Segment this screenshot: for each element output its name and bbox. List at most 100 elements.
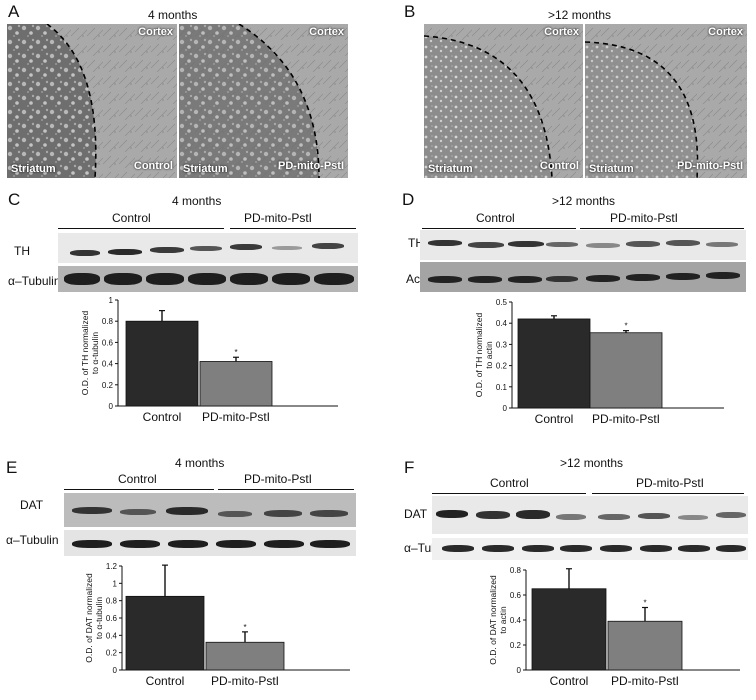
label-cortex: Cortex xyxy=(309,26,344,38)
blot-dat xyxy=(432,496,748,534)
label-condition: Control xyxy=(133,160,173,172)
bar-pd-mito-psti xyxy=(589,332,663,409)
significance-marker: * xyxy=(234,348,237,357)
bar-control xyxy=(125,595,205,671)
x-category-label: Control xyxy=(143,410,182,424)
y-tick-label: 0 xyxy=(109,402,114,411)
y-tick-label: 0.1 xyxy=(496,383,508,392)
panel-label-f: F xyxy=(404,458,415,477)
group-label-pd: PD-mito-PstI xyxy=(610,211,679,225)
row-label-dat: DAT xyxy=(404,507,428,521)
group-label-pd: PD-mito-PstI xyxy=(244,472,313,486)
group-line-pd xyxy=(230,228,356,229)
group-label-control: Control xyxy=(476,211,515,225)
panel-label-b: B xyxy=(404,2,416,21)
x-category-label: Control xyxy=(550,674,589,688)
panel-title-c: 4 months xyxy=(172,194,222,208)
blot-th xyxy=(420,230,746,260)
label-striatum: Striatum xyxy=(11,163,56,175)
bar-chart-c: 0 0.2 0.4 0.6 0.8 1 O.D. of TH normalizedto α-… xyxy=(80,296,338,424)
x-category-label: Control xyxy=(535,412,574,426)
bar-chart-d: 0 0.1 0.2 0.3 0.4 0.5O.D. of TH normalizedto … xyxy=(474,298,724,426)
label-cortex: Cortex xyxy=(138,26,173,38)
y-tick-label: 0.6 xyxy=(102,338,114,347)
bar-pd-mito-psti xyxy=(199,361,273,407)
y-tick-label: 0.6 xyxy=(510,591,522,600)
y-tick-label: 1 xyxy=(109,296,114,305)
group-label-pd: PD-mito-PstI xyxy=(636,476,705,490)
significance-marker: * xyxy=(243,623,246,632)
group-label-control: Control xyxy=(112,211,151,225)
bar-control xyxy=(531,588,607,671)
panel-label-c: C xyxy=(8,190,21,209)
group-line-pd xyxy=(580,228,744,229)
y-tick-label: 0.8 xyxy=(102,317,114,326)
panel-title-e: 4 months xyxy=(175,456,225,470)
y-tick-label: 0.3 xyxy=(496,340,508,349)
y-tick-label: 0.2 xyxy=(102,381,114,390)
micrograph-b-control: Cortex Striatum Control xyxy=(424,24,583,178)
y-tick-label: 0.5 xyxy=(496,298,508,307)
bar-control xyxy=(517,318,591,409)
label-striatum: Striatum xyxy=(428,163,473,175)
panel-title-f: >12 months xyxy=(560,456,624,470)
group-line-pd xyxy=(592,493,744,494)
y-tick-label: 0.2 xyxy=(510,641,522,650)
blot-tubulin xyxy=(64,530,356,556)
panel-label-d: D xyxy=(402,190,415,209)
row-label-dat: DAT xyxy=(20,498,44,512)
blot-actin xyxy=(420,262,746,292)
y-tick-label: 0.2 xyxy=(496,362,508,371)
x-category-label: PD-mito-PstI xyxy=(592,412,660,426)
y-tick-label: 1.2 xyxy=(106,562,118,571)
y-tick-label: 0 xyxy=(503,404,508,413)
y-tick-label: 0 xyxy=(517,666,522,675)
group-line-control xyxy=(432,493,586,494)
panel-title-a: 4 months xyxy=(148,8,198,22)
y-axis-label: O.D. of TH normalizedto α-tubulin xyxy=(80,311,100,396)
label-condition: Control xyxy=(539,160,579,172)
blot-dat xyxy=(64,493,356,527)
blot-th xyxy=(58,233,358,263)
micrograph-b-pd: Cortex Striatum PD-mito-PstI xyxy=(585,24,747,178)
y-tick-label: 0.4 xyxy=(496,319,508,328)
label-cortex: Cortex xyxy=(544,26,579,38)
group-line-control xyxy=(64,489,214,490)
x-category-label: PD-mito-PstI xyxy=(611,674,679,688)
significance-marker: * xyxy=(624,322,627,331)
bar-pd-mito-psti xyxy=(205,641,285,671)
bar-control xyxy=(125,320,199,407)
y-axis-label: O.D. of DAT normalizedto α-tubulin xyxy=(84,573,104,663)
bar-chart-f: 0 0.2 0.4 0.6 0.8O.D. of DAT normalizedto ac… xyxy=(488,566,740,688)
bar-chart-e: 0 0.2 0.4 0.6 0.8 1 1.2O.D. of DAT normalizedt… xyxy=(84,562,350,688)
y-tick-label: 0.6 xyxy=(106,614,118,623)
label-condition: PD-mito-PstI xyxy=(677,160,743,172)
x-category-label: Control xyxy=(146,674,185,688)
row-label-tubulin: α–Tubulin xyxy=(8,274,61,288)
x-category-label: PD-mito-PstI xyxy=(211,674,279,688)
group-label-control: Control xyxy=(118,472,157,486)
y-axis-label: O.D. of TH normalizedto actin xyxy=(474,313,494,398)
row-label-th: TH xyxy=(14,244,30,258)
y-tick-label: 0.4 xyxy=(102,360,114,369)
micrograph-a-control: Cortex Striatum Control xyxy=(7,24,177,178)
y-tick-label: 1 xyxy=(113,579,118,588)
label-condition: PD-mito-PstI xyxy=(278,160,344,172)
y-tick-label: 0.2 xyxy=(106,649,118,658)
y-axis-label: O.D. of DAT normalizedto actin xyxy=(488,575,508,665)
y-tick-label: 0 xyxy=(113,666,118,675)
y-tick-label: 0.8 xyxy=(510,566,522,575)
group-label-control: Control xyxy=(490,476,529,490)
y-tick-label: 0.4 xyxy=(510,616,522,625)
blot-tubulin xyxy=(58,266,358,292)
significance-marker: * xyxy=(643,599,646,608)
group-line-control xyxy=(58,228,224,229)
panel-label-e: E xyxy=(6,458,18,477)
row-label-tubulin: α–Tubulin xyxy=(6,533,59,547)
label-striatum: Striatum xyxy=(183,163,228,175)
bar-pd-mito-psti xyxy=(607,620,683,671)
micrograph-a-pd: Cortex Striatum PD-mito-PstI xyxy=(179,24,348,178)
label-cortex: Cortex xyxy=(708,26,743,38)
panel-label-a: A xyxy=(8,2,20,21)
group-line-control xyxy=(422,228,576,229)
